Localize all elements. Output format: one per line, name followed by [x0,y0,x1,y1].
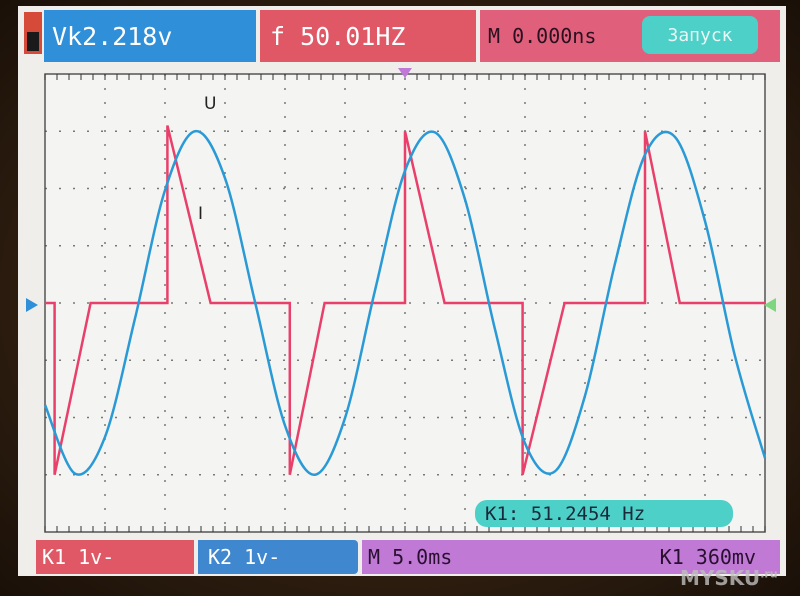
timebase-bar: M 5.0ms K1 360mv [362,540,780,574]
watermark-text: MYSKU [680,566,761,590]
vk-readout: Vk2.218v [44,10,256,62]
delay-value: M 0.000ns [488,24,597,48]
current-trace-i [45,125,765,476]
trigger-position-marker-icon[interactable] [398,68,412,78]
run-button[interactable]: Запуск [642,16,758,54]
trigger-level-marker-icon[interactable] [764,298,776,312]
frequency-measurement: K1: 51.2454 Hz [475,500,733,527]
watermark: MYSKU.ru [680,566,778,590]
timebase: M 5.0ms [368,545,453,569]
voltage-trace-u [43,129,767,476]
frequency-readout: f 50.01HZ [260,10,476,62]
ch1-scale: K1 1v- [36,540,194,574]
waveform-plot: U I [26,68,776,533]
series-label-u: U [204,94,216,114]
trigger-level: K1 360mv [659,545,756,569]
battery-icon [24,12,42,54]
ch2-scale: K2 1v- [198,540,358,574]
series-label-i: I [198,204,203,224]
watermark-suffix: .ru [760,567,778,581]
ch2-level-marker-icon[interactable] [26,298,38,312]
